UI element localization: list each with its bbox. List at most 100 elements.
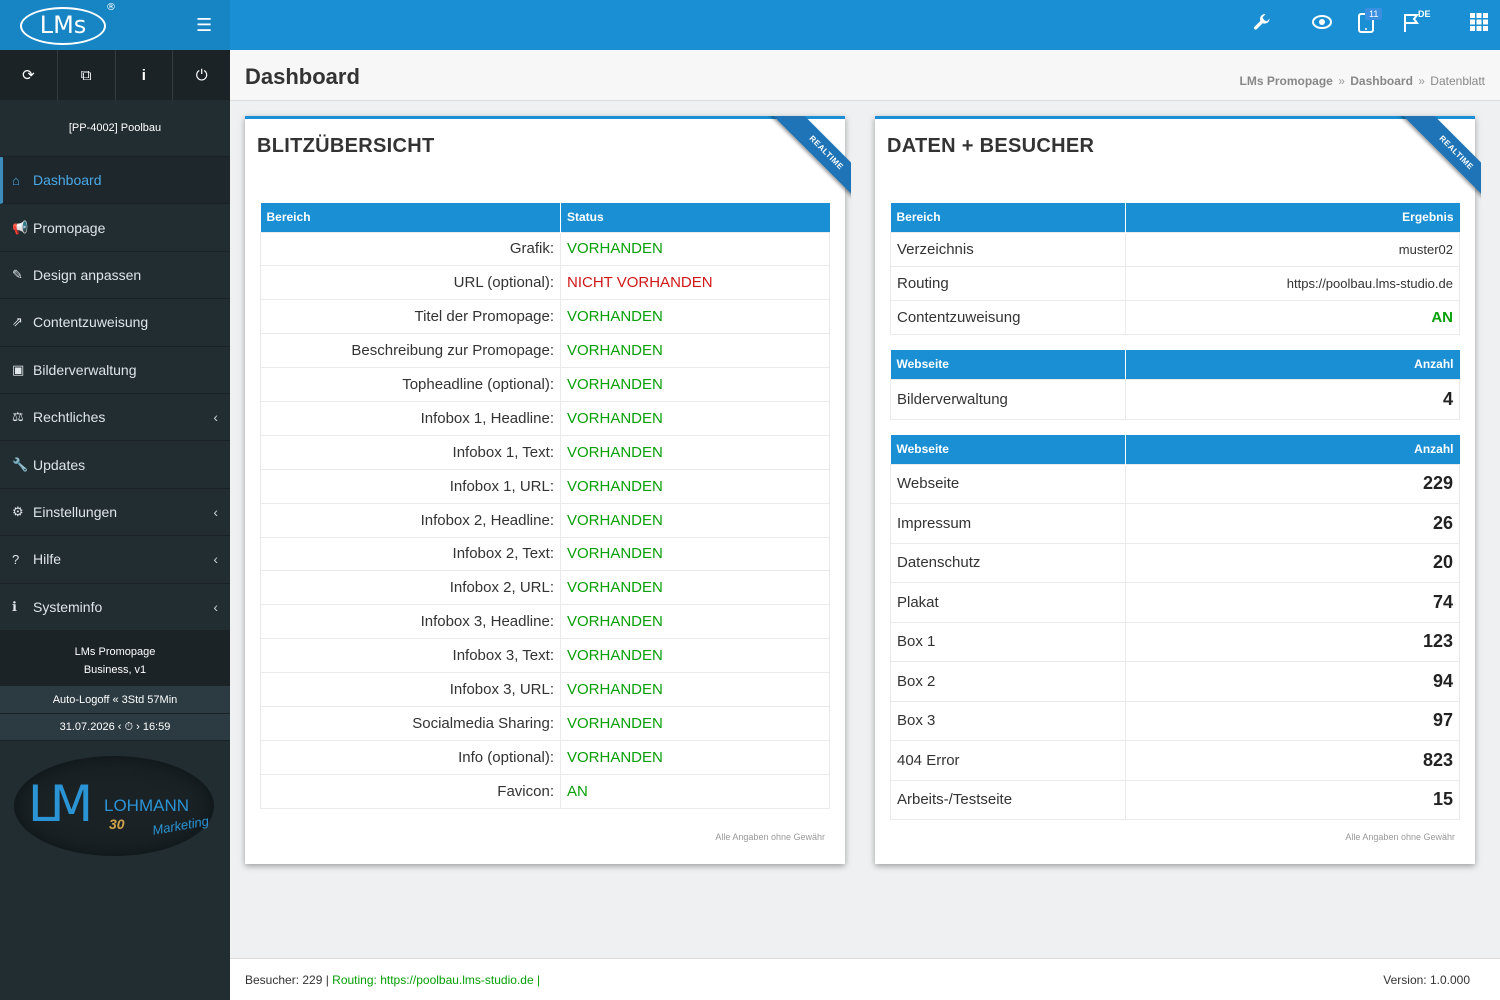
sidebar-item-label: Contentzuweisung: [33, 314, 149, 331]
row-value: AN: [1125, 299, 1460, 335]
row-label: Beschreibung zur Promopage:: [260, 333, 561, 369]
column-header: Bereich: [890, 203, 1126, 232]
gears-icon: ⚙: [12, 503, 24, 519]
sidebar-item-dashboard[interactable]: ⌂ Dashboard: [0, 157, 230, 205]
table-row: Impressum 26: [890, 503, 1460, 544]
table-row: Webseite 229: [890, 463, 1460, 504]
sidebar-item-promopage[interactable]: 📢 Promopage: [0, 204, 230, 252]
row-label: Contentzuweisung: [890, 299, 1126, 335]
gavel-icon: ⚖: [12, 409, 24, 425]
brand-lohmann: LOHMANN: [104, 796, 190, 815]
table-row: Infobox 3, URL: VORHANDEN: [260, 672, 830, 707]
eye-icon[interactable]: [1312, 13, 1332, 36]
language-label: DE: [1418, 9, 1431, 19]
copy-icon[interactable]: ⧉: [58, 50, 116, 100]
breadcrumb-item[interactable]: Dashboard: [1350, 74, 1413, 88]
breadcrumb-separator: »: [1418, 74, 1425, 88]
table-row: Datenschutz 20: [890, 542, 1460, 583]
sidebar-item-einstellungen[interactable]: ⚙ Einstellungen ‹: [0, 489, 230, 537]
sidebar-item-contentzuweisung[interactable]: ⇗ Contentzuweisung: [0, 299, 230, 347]
top-navbar: LMs ® ☰ 11 DE: [0, 0, 1500, 50]
table-row: Box 1 123: [890, 621, 1460, 662]
sidebar-toolbar: ⟳ ⧉ i ⏻: [0, 50, 230, 100]
table-row: Titel der Promopage: VORHANDEN: [260, 299, 830, 335]
sidebar-item-label: Dashboard: [33, 172, 102, 189]
data-table: Bereich Ergebnis Verzeichnis muster02 Ro…: [890, 203, 1460, 335]
table-row: Box 2 94: [890, 661, 1460, 702]
status-value: VORHANDEN: [560, 434, 830, 470]
menu-toggle-icon[interactable]: ☰: [196, 15, 213, 35]
table-row: Infobox 1, URL: VORHANDEN: [260, 468, 830, 504]
table-row: Beschreibung zur Promopage: VORHANDEN: [260, 333, 830, 369]
lohmann-marketing-logo: LM LOHMANN 30 Marketing: [14, 756, 214, 856]
sidebar-item-hilfe[interactable]: ? Hilfe ‹: [0, 536, 230, 584]
brand-lm: LM: [28, 775, 93, 833]
row-label: Impressum: [890, 503, 1126, 544]
row-label: Grafik:: [260, 231, 561, 267]
table-row: Infobox 3, Text: VORHANDEN: [260, 638, 830, 674]
app-logo[interactable]: LMs ®: [20, 3, 116, 45]
table-row: Box 3 97: [890, 700, 1460, 741]
row-label: Titel der Promopage:: [260, 299, 561, 335]
table-row: Infobox 3, Headline: VORHANDEN: [260, 604, 830, 640]
status-value: VORHANDEN: [560, 570, 830, 606]
info-icon[interactable]: i: [116, 50, 174, 100]
status-value: VORHANDEN: [560, 536, 830, 572]
auto-logoff: Auto-Logoff « 3Std 57Min: [0, 686, 230, 714]
status-value: VORHANDEN: [560, 367, 830, 402]
row-label: Infobox 1, URL:: [260, 468, 561, 504]
table-row: Verzeichnis muster02: [890, 231, 1460, 267]
row-value: 94: [1125, 661, 1460, 702]
column-header: Anzahl: [1125, 350, 1460, 379]
chevron-left-icon: ‹: [213, 503, 218, 520]
breadcrumb-item[interactable]: LMs Promopage: [1239, 74, 1333, 88]
question-icon: ?: [12, 551, 20, 567]
power-icon[interactable]: ⏻: [195, 66, 208, 84]
status-value: VORHANDEN: [560, 502, 830, 538]
edit-icon: ✎: [12, 266, 23, 282]
row-label: Infobox 1, Headline:: [260, 400, 561, 436]
row-label: Topheadline (optional):: [260, 367, 561, 402]
grid-icon[interactable]: [1470, 13, 1488, 36]
row-label: Infobox 2, Text:: [260, 536, 561, 572]
refresh-icon[interactable]: ⟳: [0, 50, 58, 100]
images-table: Webseite Anzahl Bilderverwaltung 4: [890, 350, 1460, 420]
blitzuebersicht-panel: BLITZÜBERSICHT REALTIME Bereich Status G…: [245, 116, 851, 864]
content-header: Dashboard LMs Promopage » Dashboard » Da…: [230, 50, 1500, 101]
sidebar-item-label: Promopage: [33, 219, 106, 236]
row-value: https://poolbau.lms-studio.de: [1125, 265, 1460, 301]
sidebar-item-design[interactable]: ✎ Design anpassen: [0, 252, 230, 300]
row-value: 74: [1125, 582, 1460, 623]
column-header: Webseite: [890, 350, 1126, 379]
row-label: Routing: [890, 265, 1126, 301]
sidebar-item-rechtliches[interactable]: ⚖ Rechtliches ‹: [0, 394, 230, 442]
flag-icon[interactable]: [1403, 13, 1421, 38]
row-label: Box 2: [890, 661, 1126, 702]
daten-besucher-panel: DATEN + BESUCHER REALTIME Bereich Ergebn…: [875, 116, 1481, 864]
sidebar-item-label: Design anpassen: [33, 266, 142, 283]
row-label: Webseite: [890, 463, 1126, 504]
footer-routing: Routing: https://poolbau.lms-studio.de |: [332, 973, 541, 987]
table-header-row: Webseite Anzahl: [890, 435, 1460, 464]
footer: Besucher: 229 | Routing: https://poolbau…: [230, 958, 1500, 1000]
status-value: VORHANDEN: [560, 705, 830, 741]
version-edition: Business, v1: [83, 663, 147, 676]
table-row: Topheadline (optional): VORHANDEN: [260, 367, 830, 402]
row-label: Bilderverwaltung: [890, 378, 1126, 420]
sidebar-item-label: Rechtliches: [33, 409, 106, 426]
wrench-icon[interactable]: [1253, 13, 1271, 36]
table-row: Plakat 74: [890, 582, 1460, 623]
table-row: Favicon: AN: [260, 773, 830, 809]
table-row: 404 Error 823: [890, 740, 1460, 781]
table-header-row: Bereich Status: [260, 203, 830, 232]
sidebar-item-bilderverwaltung[interactable]: ▣ Bilderverwaltung: [0, 347, 230, 394]
logo-text: LMs: [39, 11, 87, 39]
row-label: Datenschutz: [890, 542, 1126, 583]
column-header: Anzahl: [1125, 435, 1460, 464]
sidebar-item-systeminfo[interactable]: ℹ Systeminfo ‹: [0, 584, 230, 631]
panel-title: BLITZÜBERSICHT: [257, 135, 435, 157]
status-value: VORHANDEN: [560, 604, 830, 640]
project-name: [PP-4002] Poolbau: [0, 100, 230, 157]
column-header: Status: [560, 203, 830, 232]
sidebar-item-updates[interactable]: 🔧 Updates: [0, 441, 230, 489]
